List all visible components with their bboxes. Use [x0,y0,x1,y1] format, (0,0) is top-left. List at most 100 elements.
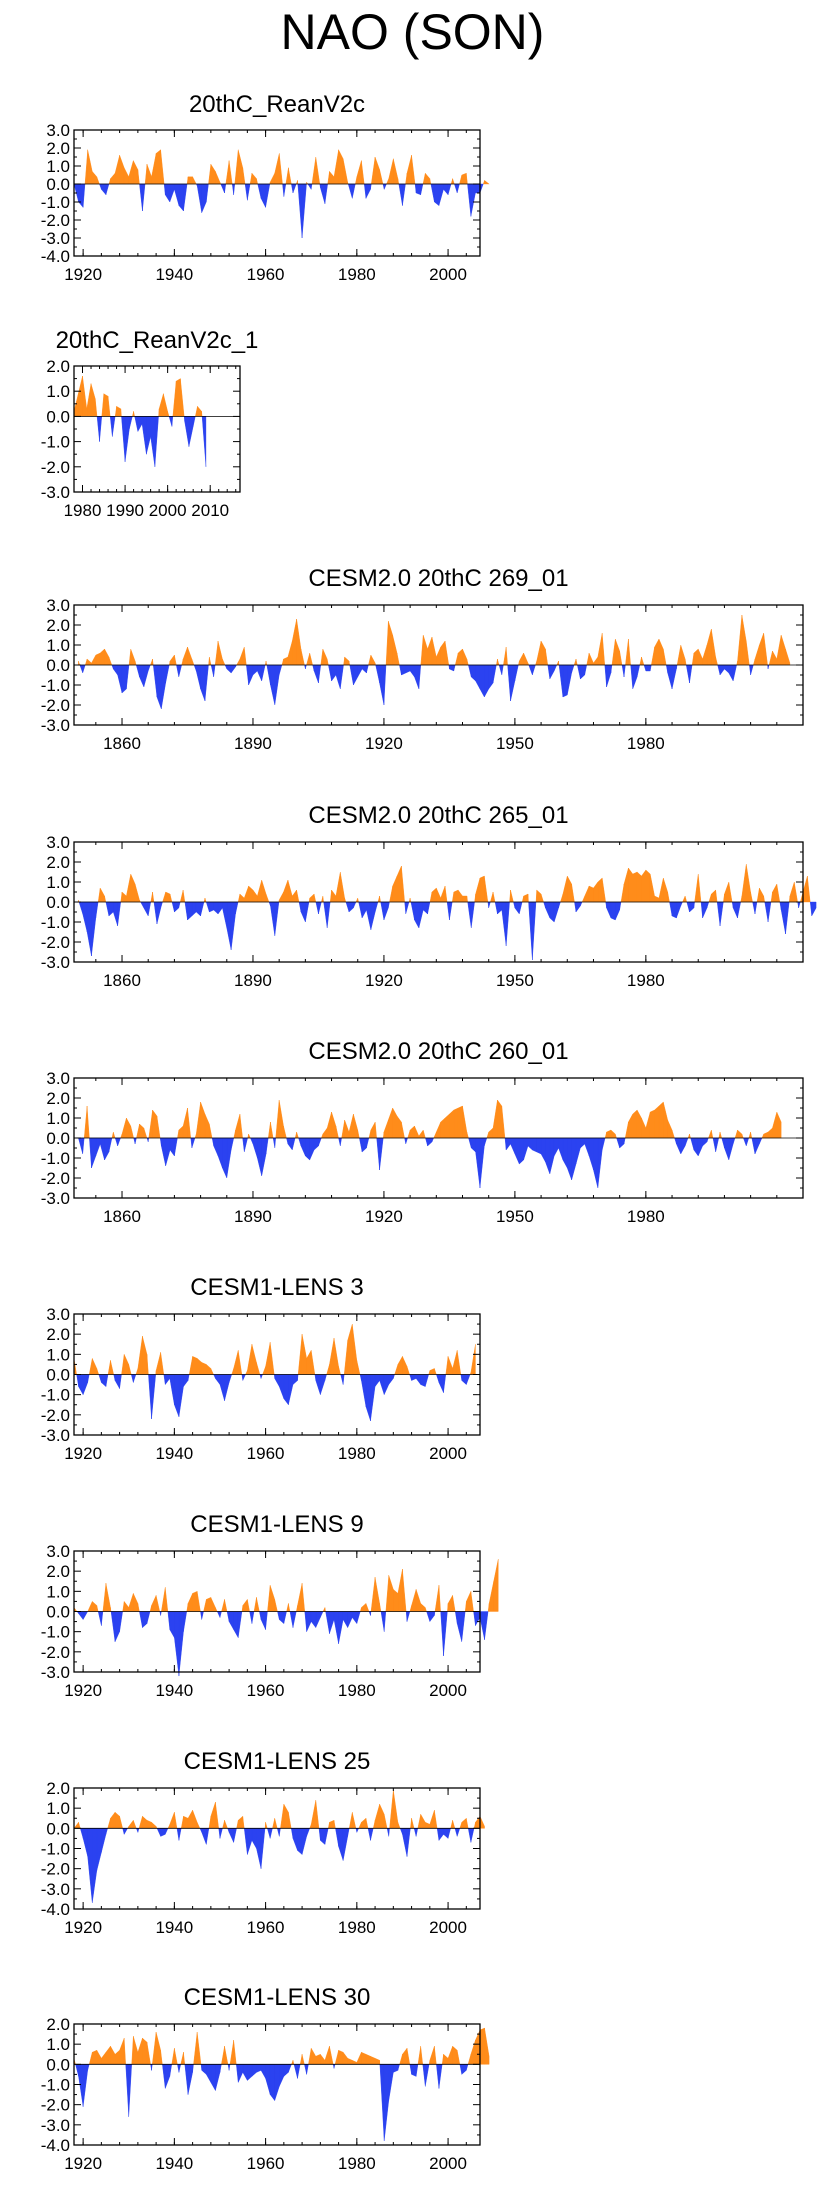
y-tick-label: 2.0 [46,139,70,158]
chart-title: CESM2.0 20thC 269_01 [308,565,568,592]
cesm1-lens-30-negative-area [75,2064,469,2141]
y-tick-label: 0.0 [46,1603,70,1622]
y-tick-label: 2.0 [46,2015,70,2034]
y-tick-label: -3.0 [41,1189,70,1208]
cesm2-0-20thc-265-01-negative-area [78,901,817,961]
cesm1-lens-30-positive-area [73,2027,490,2065]
x-tick-label: 2000 [429,265,467,284]
chart-cesm2-265-01: CESM2.0 20thC 265_01 3.02.01.00.0-1.0-2.0… [41,802,817,990]
cesm2-0-20thc-265-01-positive-area [78,863,811,903]
x-tick-label: 1980 [338,1681,376,1700]
x-tick-label: 1990 [106,501,144,520]
cesm2-0-20thc-260-01-negative-area [78,1137,763,1189]
x-tick-label: 1920 [64,1444,102,1463]
chart-title: CESM2.0 20thC 260_01 [308,1038,568,1065]
chart-20thc-reanv2c: 20thC_ReanV2c 3.02.01.00.0-1.0-2.0-3.0-4.… [41,91,490,284]
x-tick-label: 1980 [627,734,665,753]
chart-title: CESM1-LENS 3 [190,1274,363,1301]
y-tick-label: 2.0 [46,1325,70,1344]
x-tick-label: 1980 [338,1918,376,1937]
y-tick-label: 0.0 [46,1129,70,1148]
y-tick-label: 0.0 [46,1819,70,1838]
x-tick-label: 1920 [64,1918,102,1937]
x-tick-label: 2010 [191,501,229,520]
y-tick-label: -2.0 [41,1406,70,1425]
y-tick-label: -1.0 [41,1623,70,1642]
20thc-reanv2c-1-positive-area [73,376,203,417]
x-tick-label: 1920 [64,265,102,284]
y-tick-label: 0.0 [46,175,70,194]
x-tick-label: 1960 [247,1681,285,1700]
cesm2-0-20thc-269-01-positive-area [78,614,791,666]
y-tick-label: 1.0 [46,636,70,655]
y-tick-label: -3.0 [41,953,70,972]
y-tick-label: 3.0 [46,1305,70,1324]
y-tick-label: -4.0 [41,1900,70,1919]
y-tick-label: -2.0 [41,211,70,230]
cesm2-0-20thc-269-01-negative-area [79,664,770,710]
chart-cesm1-lens-3: CESM1-LENS 3 3.02.01.0 0.0-1.0-2.0-3.01920… [41,1274,481,1463]
x-tick-label: 1980 [338,265,376,284]
x-tick-label: 1890 [234,734,272,753]
x-tick-label: 1980 [627,971,665,990]
x-tick-label: 1860 [103,971,141,990]
x-tick-label: 1960 [247,1444,285,1463]
y-tick-label: 0.0 [46,656,70,675]
y-tick-label: 2.0 [46,853,70,872]
y-tick-label: -2.0 [41,1860,70,1879]
x-tick-label: 1890 [234,1207,272,1226]
x-tick-label: 1890 [234,971,272,990]
y-tick-label: 3.0 [46,833,70,852]
chart-title: CESM1-LENS 9 [190,1511,363,1538]
plot-frame [73,1787,481,1910]
y-tick-label: -3.0 [41,1426,70,1445]
x-tick-label: 1940 [155,1918,193,1937]
20thc-reanv2c-positive-area [84,149,490,185]
x-tick-label: 1950 [496,1207,534,1226]
chart-cesm1-lens-30: CESM1-LENS 302.01.00.0-1.0-2.0-3.0-4.019… [41,1984,490,2173]
x-tick-label: 2000 [429,1444,467,1463]
x-tick-label: 2000 [429,1918,467,1937]
y-tick-label: 1.0 [46,157,70,176]
x-tick-label: 1920 [64,2154,102,2173]
y-tick-label: 2.0 [46,616,70,635]
x-tick-label: 1940 [155,265,193,284]
y-tick-label: 0.0 [46,407,70,426]
y-tick-label: -2.0 [41,458,70,477]
y-tick-label: -1.0 [41,2076,70,2095]
x-tick-label: 2000 [429,2154,467,2173]
chart-20thc-reanv2c-1: 20thC_ReanV2c_1 2.0 1.0 0.0 -1.0 -2.0 -3.01980… [41,327,259,520]
y-tick-label: 1.0 [46,2035,70,2054]
chart-title: CESM1-LENS 25 [184,1748,371,1775]
x-tick-label: 1860 [103,1207,141,1226]
x-tick-label: 1940 [155,1681,193,1700]
y-tick-label: 1.0 [46,1345,70,1364]
chart-cesm2-269-01: CESM2.0 20thC 269_01 3.02.01.00.0-1.0-2.0… [41,565,804,753]
y-tick-label: 1.0 [46,1109,70,1128]
x-tick-label: 1950 [496,971,534,990]
y-tick-label: 1.0 [46,1582,70,1601]
y-tick-label: -3.0 [41,1880,70,1899]
x-tick-label: 1920 [365,1207,403,1226]
x-tick-label: 1940 [155,2154,193,2173]
x-tick-label: 1980 [338,1444,376,1463]
cesm1-lens-25-positive-area [73,1789,485,1829]
y-tick-label: 2.0 [46,357,70,376]
y-tick-label: -1.0 [41,1840,70,1859]
chart-cesm2-260-01: CESM2.0 20thC 260_01 3.02.01.00.0-1.0-2.0… [41,1038,804,1226]
y-tick-label: -1.0 [41,1386,70,1405]
y-tick-label: 0.0 [46,893,70,912]
x-tick-label: 1980 [627,1207,665,1226]
x-tick-label: 1920 [365,971,403,990]
y-tick-label: 0.0 [46,2055,70,2074]
x-tick-label: 1920 [365,734,403,753]
y-tick-label: -1.0 [41,433,70,452]
y-tick-label: -3.0 [41,716,70,735]
x-tick-label: 1960 [247,265,285,284]
x-tick-label: 1940 [155,1444,193,1463]
chart-cesm1-lens-9: CESM1-LENS 9 3.02.01.0 0.0-1.0-2.0-3.01920… [41,1511,499,1700]
x-tick-label: 1920 [64,1681,102,1700]
y-tick-label: -4.0 [41,2136,70,2155]
y-tick-label: -1.0 [41,676,70,695]
x-tick-label: 2000 [149,501,187,520]
